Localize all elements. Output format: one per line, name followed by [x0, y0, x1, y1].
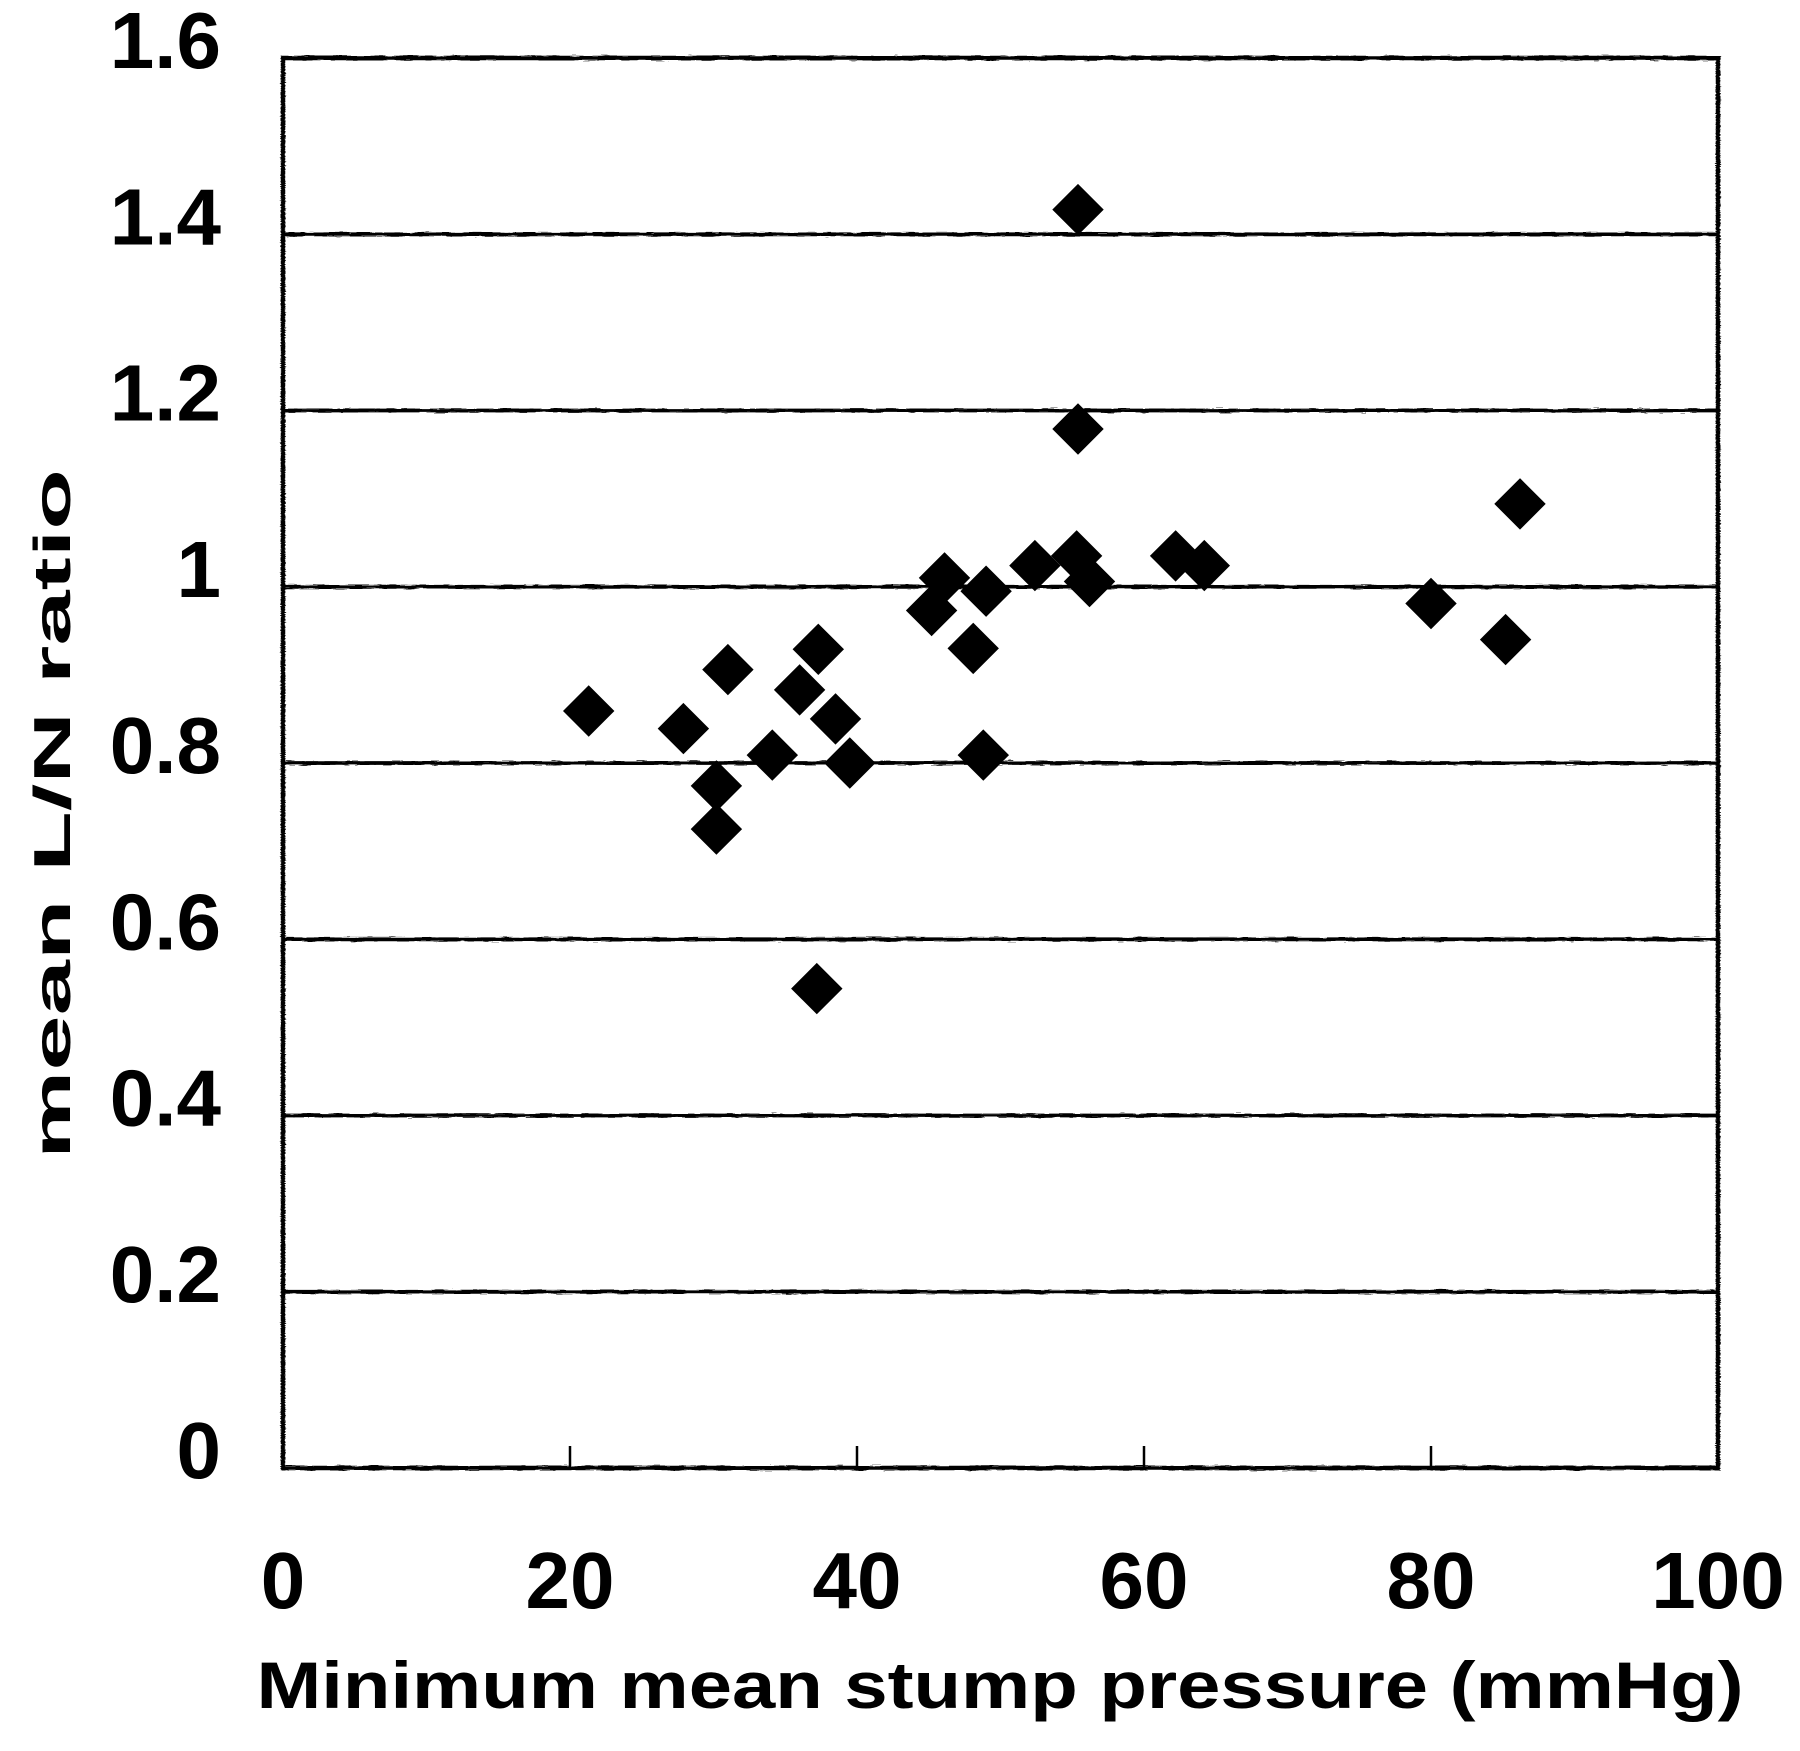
svg-text:0: 0	[261, 1536, 306, 1625]
svg-text:1.4: 1.4	[110, 172, 222, 261]
svg-text:Minimum mean stump pressure (m: Minimum mean stump pressure (mmHg)	[257, 1648, 1744, 1722]
svg-text:100: 100	[1651, 1536, 1784, 1625]
svg-text:0.6: 0.6	[110, 877, 221, 966]
svg-text:0.8: 0.8	[110, 701, 221, 790]
svg-text:20: 20	[526, 1536, 615, 1625]
svg-text:60: 60	[1100, 1536, 1189, 1625]
svg-text:1: 1	[177, 525, 222, 614]
svg-text:0: 0	[177, 1406, 222, 1495]
svg-text:1.2: 1.2	[110, 349, 221, 438]
svg-text:mean L/N ratio: mean L/N ratio	[24, 469, 82, 1159]
svg-text:0.4: 0.4	[110, 1054, 222, 1143]
svg-text:1.6: 1.6	[110, 0, 221, 85]
svg-text:0.2: 0.2	[110, 1230, 221, 1319]
svg-text:40: 40	[813, 1536, 902, 1625]
svg-text:80: 80	[1387, 1536, 1476, 1625]
